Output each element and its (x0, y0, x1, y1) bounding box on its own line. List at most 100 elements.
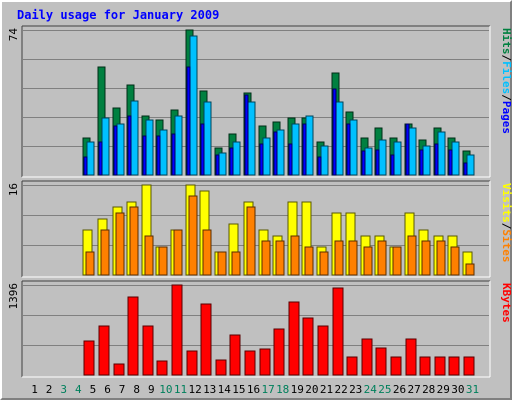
bar-files-day-17 (262, 137, 271, 176)
bar-files-day-14 (218, 152, 227, 176)
bar-files-day-24 (364, 147, 373, 176)
bar-kbytes-day-9 (142, 325, 154, 376)
bar-sites-day-15 (231, 251, 241, 276)
bar-pages-day-12 (186, 66, 191, 176)
bar-sites-day-9 (144, 235, 154, 276)
legend-separator: / (500, 223, 512, 230)
bar-pages-day-10 (156, 135, 161, 176)
bar-pages-day-27 (405, 123, 410, 176)
bar-kbytes-day-31 (463, 356, 475, 376)
bar-kbytes-day-28 (419, 356, 431, 376)
bar-pages-day-7 (113, 125, 118, 176)
bar-pages-day-22 (332, 88, 337, 176)
legend-kbytes: KBytes (500, 283, 512, 323)
x-tick-label: 12 (188, 383, 201, 396)
bar-pages-day-23 (346, 123, 351, 176)
bar-kbytes-day-27 (405, 338, 417, 376)
legend-files: Files (500, 61, 512, 94)
bar-pages-day-24 (361, 150, 366, 176)
bar-pages-day-20 (302, 123, 307, 176)
bar-pages-day-15 (229, 147, 234, 176)
bar-files-day-25 (378, 139, 387, 176)
x-tick-label: 6 (104, 383, 111, 396)
x-tick-label: 23 (349, 383, 362, 396)
bar-kbytes-day-21 (317, 325, 329, 376)
x-tick-label: 5 (90, 383, 97, 396)
bar-sites-day-5 (85, 251, 95, 276)
bar-kbytes-day-13 (200, 303, 212, 376)
x-tick-label: 11 (174, 383, 187, 396)
bar-files-day-7 (116, 123, 125, 176)
bar-pages-day-21 (317, 156, 322, 176)
bar-sites-day-8 (129, 206, 139, 276)
bar-kbytes-day-10 (156, 360, 168, 376)
legend-separator: / (500, 94, 512, 101)
x-tick-label: 3 (60, 383, 67, 396)
bar-sites-day-18 (275, 240, 285, 276)
bar-sites-day-19 (290, 235, 300, 276)
bar-pages-day-29 (434, 143, 439, 176)
bar-files-day-16 (247, 101, 256, 176)
bar-files-day-5 (86, 141, 95, 176)
bar-pages-day-16 (244, 94, 249, 176)
bar-sites-day-13 (202, 229, 212, 276)
bar-kbytes-day-23 (346, 356, 358, 376)
bar-sites-day-25 (377, 240, 387, 276)
panel-hits-files-pages: 74 Hits/Files/Pages (7, 25, 512, 178)
bar-kbytes-day-24 (361, 338, 373, 376)
bar-pages-day-8 (127, 115, 132, 176)
x-tick-label: 8 (133, 383, 140, 396)
bar-files-day-11 (174, 115, 183, 176)
y-max-label: 16 (7, 183, 20, 196)
bar-pages-day-25 (375, 149, 380, 176)
x-tick-label: 25 (378, 383, 391, 396)
bar-files-day-23 (349, 119, 358, 176)
x-tick-label: 14 (218, 383, 232, 396)
bar-kbytes-day-26 (390, 356, 402, 376)
bar-kbytes-day-7 (113, 363, 125, 376)
x-tick-label: 30 (451, 383, 464, 396)
bar-sites-day-21 (319, 251, 329, 276)
bar-sites-day-23 (348, 240, 358, 276)
x-tick-label: 15 (232, 383, 245, 396)
x-tick-label: 28 (422, 383, 435, 396)
bar-pages-day-5 (83, 156, 88, 176)
bar-pages-day-11 (171, 133, 176, 176)
bar-sites-day-28 (421, 240, 431, 276)
x-tick-label: 31 (466, 383, 479, 396)
x-tick-label: 20 (305, 383, 318, 396)
x-tick-label: 16 (247, 383, 260, 396)
x-tick-label: 2 (46, 383, 53, 396)
x-tick-label: 22 (334, 383, 347, 396)
bar-kbytes-day-30 (448, 356, 460, 376)
bar-kbytes-day-6 (98, 325, 110, 376)
bar-sites-day-31 (465, 263, 475, 276)
x-tick-label: 27 (407, 383, 420, 396)
x-tick-label: 21 (320, 383, 333, 396)
bar-files-day-31 (466, 154, 475, 176)
bar-files-day-27 (408, 127, 417, 176)
bar-pages-day-18 (273, 131, 278, 176)
bar-sites-day-12 (188, 195, 198, 276)
bar-pages-day-14 (215, 154, 220, 176)
x-tick-label: 26 (393, 383, 406, 396)
bar-pages-day-31 (463, 162, 468, 176)
bar-pages-day-28 (419, 149, 424, 176)
legend-sites: Sites (500, 229, 512, 262)
series-legend: KBytes (500, 283, 512, 323)
bar-files-day-6 (101, 117, 110, 176)
x-tick-label: 17 (261, 383, 274, 396)
bar-kbytes-day-29 (434, 356, 446, 376)
bar-kbytes-day-8 (127, 296, 139, 376)
x-tick-label: 1 (31, 383, 38, 396)
y-max-label: 74 (7, 28, 20, 42)
bar-files-day-29 (437, 131, 446, 176)
x-tick-label: 10 (159, 383, 172, 396)
x-tick-label: 9 (148, 383, 155, 396)
bar-sites-day-6 (100, 229, 110, 276)
x-axis-labels: 1 2 3 4 5 6 7 8 9 10 11 12 13 14 15 16 17 18 19 20 21 22 23 24 2… (31, 383, 479, 396)
bar-pages-day-9 (142, 135, 147, 176)
bar-sites-day-22 (334, 240, 344, 276)
bar-pages-day-6 (98, 141, 103, 176)
